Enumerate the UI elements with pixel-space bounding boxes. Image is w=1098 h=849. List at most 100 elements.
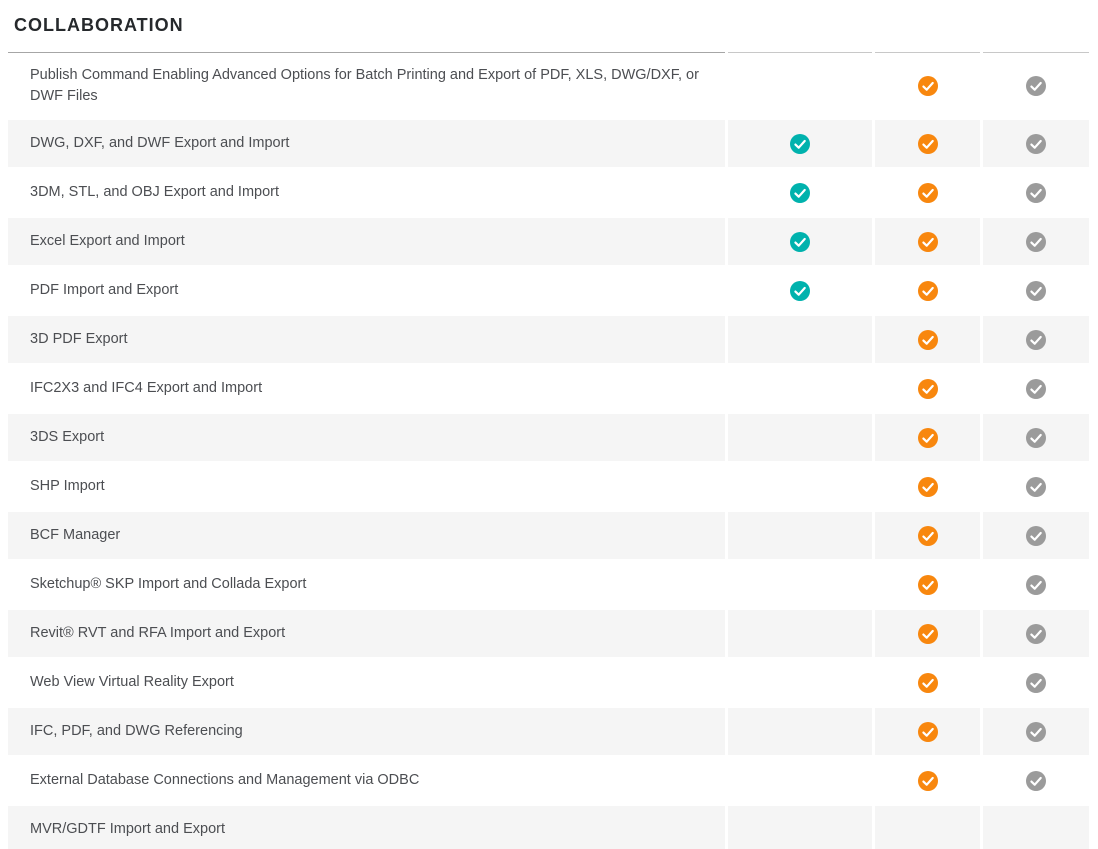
check-icon: [917, 672, 938, 693]
check-cell-plan-column-3: [983, 463, 1089, 512]
check-icon: [917, 75, 938, 96]
header-rule-plan-column-1: [728, 52, 872, 53]
check-cell-plan-column-1: [728, 561, 872, 610]
feature-label: DWG, DXF, and DWF Export and Import: [30, 135, 290, 151]
check-cell-plan-column-3: [983, 610, 1089, 659]
check-icon: [790, 280, 810, 301]
header-rule-plan-column-3: [983, 52, 1089, 53]
feature-cell: SHP Import: [8, 463, 725, 512]
feature-label: IFC, PDF, and DWG Referencing: [30, 723, 243, 739]
check-cell-plan-column-2: [875, 218, 980, 267]
feature-label: Web View Virtual Reality Export: [30, 674, 234, 690]
check-cell-plan-column-1: [728, 218, 872, 267]
feature-cell: 3D PDF Export: [8, 316, 725, 365]
feature-cell: Publish Command Enabling Advanced Option…: [8, 53, 725, 120]
check-cell-plan-column-3: [983, 659, 1089, 708]
header-rule-feature-column: [8, 52, 725, 53]
check-icon: [917, 574, 938, 595]
check-icon: [1026, 525, 1046, 546]
feature-label: SHP Import: [30, 478, 105, 494]
feature-cell: IFC, PDF, and DWG Referencing: [8, 708, 725, 757]
feature-cell: MVR/GDTF Import and Export: [8, 806, 725, 849]
check-cell-plan-column-3: [983, 53, 1089, 120]
feature-cell: 3DM, STL, and OBJ Export and Import: [8, 169, 725, 218]
check-icon: [917, 133, 938, 154]
feature-label: BCF Manager: [30, 527, 121, 543]
feature-label: Excel Export and Import: [30, 233, 185, 249]
check-cell-plan-column-3: [983, 708, 1089, 757]
check-icon: [917, 427, 938, 448]
feature-label: 3DS Export: [30, 429, 105, 445]
check-icon: [917, 770, 938, 791]
check-cell-plan-column-3: [983, 806, 1089, 849]
section-header: COLLABORATION: [0, 0, 1098, 52]
feature-label: 3DM, STL, and OBJ Export and Import: [30, 184, 280, 200]
feature-cell: External Database Connections and Manage…: [8, 757, 725, 806]
check-cell-plan-column-2: [875, 53, 980, 120]
check-cell-plan-column-1: [728, 316, 872, 365]
check-icon: [1026, 280, 1046, 301]
check-cell-plan-column-3: [983, 561, 1089, 610]
check-cell-plan-column-2: [875, 806, 980, 849]
check-icon: [790, 231, 810, 252]
check-cell-plan-column-2: [875, 659, 980, 708]
check-cell-plan-column-1: [728, 806, 872, 849]
check-icon: [1026, 721, 1046, 742]
check-cell-plan-column-2: [875, 610, 980, 659]
check-cell-plan-column-2: [875, 365, 980, 414]
feature-label: PDF Import and Export: [30, 282, 179, 298]
feature-cell: DWG, DXF, and DWF Export and Import: [8, 120, 725, 169]
check-cell-plan-column-3: [983, 316, 1089, 365]
check-icon: [1026, 672, 1046, 693]
check-icon: [1026, 378, 1046, 399]
comparison-table: Publish Command Enabling Advanced Option…: [8, 52, 1089, 849]
feature-label: Sketchup® SKP Import and Collada Export: [30, 576, 307, 592]
check-cell-plan-column-2: [875, 757, 980, 806]
check-icon: [917, 525, 938, 546]
feature-label: External Database Connections and Manage…: [30, 772, 420, 788]
check-cell-plan-column-2: [875, 120, 980, 169]
check-icon: [917, 182, 938, 203]
feature-label: Revit® RVT and RFA Import and Export: [30, 625, 286, 641]
check-icon: [917, 476, 938, 497]
check-icon: [1026, 427, 1046, 448]
feature-label: MVR/GDTF Import and Export: [30, 821, 225, 837]
check-cell-plan-column-1: [728, 365, 872, 414]
header-rule-plan-column-2: [875, 52, 980, 53]
check-icon: [917, 721, 938, 742]
check-cell-plan-column-3: [983, 120, 1089, 169]
check-cell-plan-column-2: [875, 169, 980, 218]
check-icon: [1026, 182, 1046, 203]
check-cell-plan-column-3: [983, 757, 1089, 806]
check-icon: [917, 231, 938, 252]
check-cell-plan-column-2: [875, 316, 980, 365]
check-cell-plan-column-3: [983, 512, 1089, 561]
feature-label: Publish Command Enabling Advanced Option…: [30, 66, 699, 104]
feature-cell: Excel Export and Import: [8, 218, 725, 267]
check-cell-plan-column-2: [875, 512, 980, 561]
feature-cell: Web View Virtual Reality Export: [8, 659, 725, 708]
check-cell-plan-column-2: [875, 463, 980, 512]
check-cell-plan-column-1: [728, 169, 872, 218]
check-icon: [1026, 623, 1046, 644]
check-icon: [917, 378, 938, 399]
check-cell-plan-column-2: [875, 414, 980, 463]
feature-cell: BCF Manager: [8, 512, 725, 561]
check-cell-plan-column-2: [875, 708, 980, 757]
check-cell-plan-column-1: [728, 512, 872, 561]
check-icon: [917, 280, 938, 301]
check-cell-plan-column-1: [728, 463, 872, 512]
check-cell-plan-column-3: [983, 169, 1089, 218]
check-cell-plan-column-1: [728, 414, 872, 463]
check-icon: [1026, 133, 1046, 154]
feature-label: IFC2X3 and IFC4 Export and Import: [30, 380, 263, 396]
check-cell-plan-column-1: [728, 757, 872, 806]
check-icon: [1026, 770, 1046, 791]
check-icon: [917, 329, 938, 350]
check-cell-plan-column-1: [728, 120, 872, 169]
check-icon: [917, 623, 938, 644]
check-cell-plan-column-1: [728, 610, 872, 659]
check-cell-plan-column-3: [983, 365, 1089, 414]
check-cell-plan-column-1: [728, 53, 872, 120]
check-cell-plan-column-2: [875, 267, 980, 316]
